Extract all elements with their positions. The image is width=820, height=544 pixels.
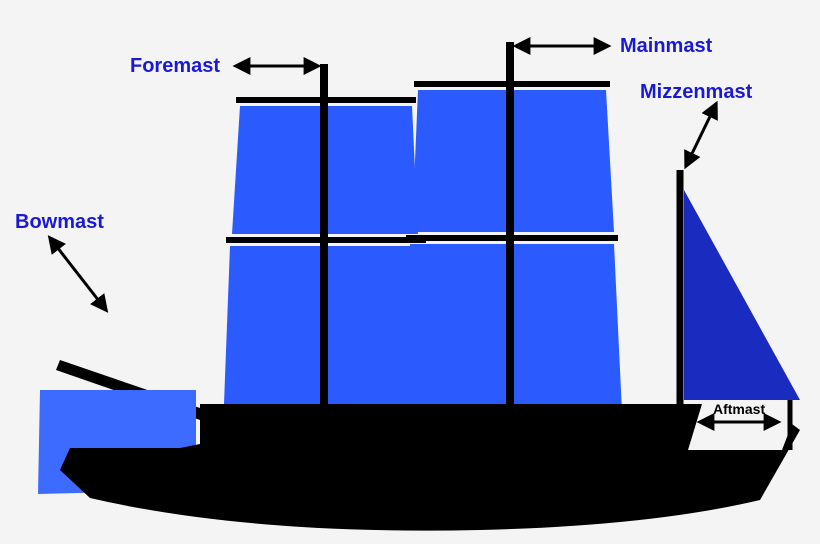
label-mainmast: Mainmast <box>620 35 713 57</box>
ship-mast-diagram: Bowmast Foremast Mainmast Mizzenmast Aft… <box>0 0 820 544</box>
sail-mizzen <box>684 190 800 400</box>
mast-mainmast <box>506 42 514 410</box>
label-foremast: Foremast <box>130 55 220 77</box>
label-mizzenmast: Mizzenmast <box>640 81 753 103</box>
label-bowmast: Bowmast <box>15 211 104 233</box>
arrow-mizzenmast <box>686 104 716 166</box>
arrow-bowmast <box>50 238 106 310</box>
label-aftmast: Aftmast <box>713 401 765 417</box>
